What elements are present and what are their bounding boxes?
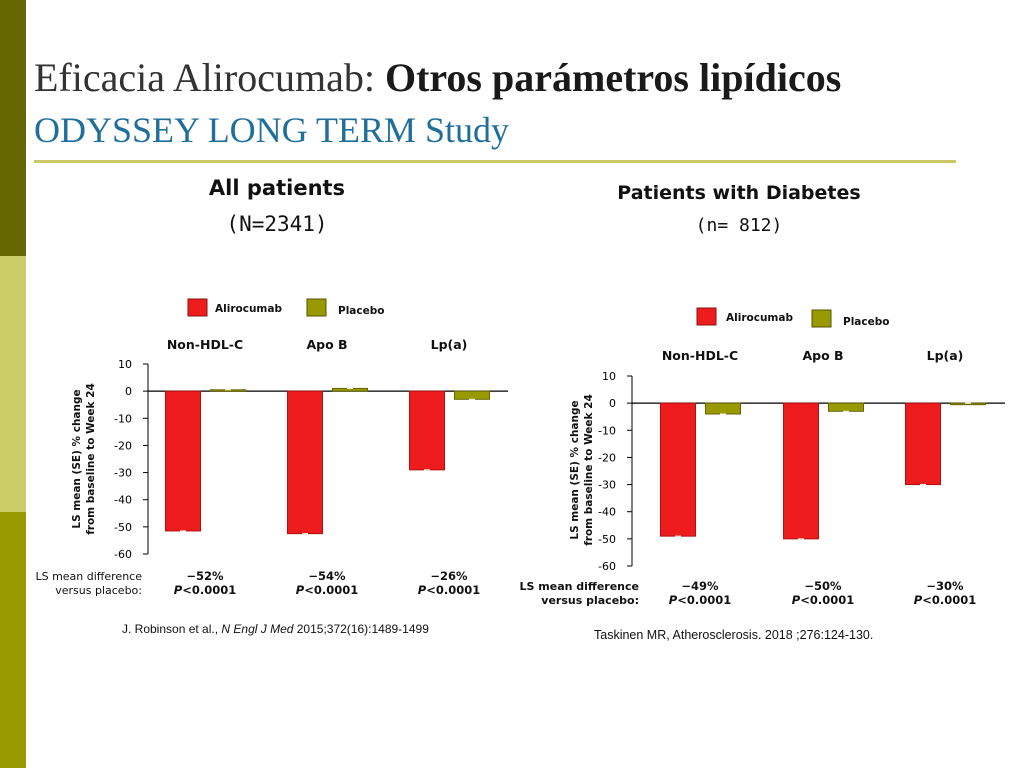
chart1-legend-label-alirocumab: Alirocumab xyxy=(726,312,793,324)
chart0-legend-swatch-alirocumab xyxy=(187,298,208,317)
chart1-p-value: P<0.0001 xyxy=(914,593,976,607)
sidebar-block-bottom xyxy=(0,512,26,768)
chart0-category-label: Apo B xyxy=(306,337,347,352)
chart0-category-label: Non-HDL-C xyxy=(167,337,243,352)
chart0-difference-value: −52% xyxy=(186,569,224,583)
citation-text-rest: 2015;372(16):1489-1499 xyxy=(293,622,429,636)
chart1-y-tick-label: -50 xyxy=(598,533,616,546)
chart1-difference-value: −30% xyxy=(926,579,964,593)
chart1-bar-alirocumab xyxy=(660,402,696,537)
chart1-difference-value: −49% xyxy=(681,579,719,593)
citation-text: Taskinen MR, Atherosclerosis. 2018 ;276:… xyxy=(594,628,874,642)
slide-title-regular: Eficacia Alirocumab: xyxy=(34,55,385,100)
chart0-y-tick-label: -30 xyxy=(114,467,132,480)
chart0-y-tick-label: -50 xyxy=(114,521,132,534)
chart0-y-tick-label: -60 xyxy=(114,548,132,561)
chart1-p-value: P<0.0001 xyxy=(669,593,731,607)
chart1-category-label: Lp(a) xyxy=(927,348,964,363)
panel-title: Patients with Diabetes xyxy=(617,182,861,204)
chart0-y-tick-label: -10 xyxy=(114,412,132,425)
chart0-y-tick-label: -40 xyxy=(114,494,132,507)
chart0-legend-label-alirocumab: Alirocumab xyxy=(215,303,282,315)
chart0-bar-placebo xyxy=(454,390,490,400)
chart0-bar-alirocumab xyxy=(165,390,201,532)
chart0-y-tick-label: 10 xyxy=(118,358,132,371)
chart1-difference-label: LS mean difference xyxy=(520,580,639,593)
chart1-category-label: Non-HDL-C xyxy=(662,348,738,363)
chart1-bar-alirocumab xyxy=(783,402,819,540)
chart0-difference-value: −26% xyxy=(430,569,468,583)
chart0-y-axis-label: from baseline to Week 24 xyxy=(85,383,97,535)
chart0-p-value: P<0.0001 xyxy=(174,583,236,597)
chart1-y-tick-label: -30 xyxy=(598,479,616,492)
chart1-y-tick-label: -20 xyxy=(598,451,616,464)
chart1-y-tick-label: 0 xyxy=(609,397,616,410)
chart0-y-tick-label: -20 xyxy=(114,439,132,452)
chart0-y-axis-label: LS mean (SE) % change xyxy=(71,389,83,528)
chart0-difference-label: LS mean difference xyxy=(35,570,142,583)
sidebar-block-middle xyxy=(0,256,26,512)
chart1-y-axis-label: from baseline to Week 24 xyxy=(583,394,595,546)
chart1-bar-placebo xyxy=(705,402,741,415)
slide-title-bold: Otros parámetros lipídicos xyxy=(384,55,842,100)
chart0-difference-value: −54% xyxy=(308,569,346,583)
chart1-y-axis-label: LS mean (SE) % change xyxy=(569,400,581,539)
chart0-difference-label: versus placebo: xyxy=(55,584,142,597)
chart1-bar-placebo xyxy=(828,402,864,412)
chart1-legend-label-placebo: Placebo xyxy=(843,316,889,328)
chart1-difference-value: −50% xyxy=(804,579,842,593)
citation-journal: N Engl J Med xyxy=(221,622,294,636)
citation-text: J. Robinson et al., xyxy=(122,622,222,636)
chart1-y-tick-label: -60 xyxy=(598,560,616,573)
panel-n-label: (N=2341) xyxy=(226,212,328,236)
citation-diabetes: Taskinen MR, Atherosclerosis. 2018 ;276:… xyxy=(594,628,873,642)
chart1-y-tick-label: 10 xyxy=(602,370,616,383)
chart1-difference-label: versus placebo: xyxy=(541,594,639,607)
panel-header-all-patients: All patients (N=2341) xyxy=(177,174,377,239)
slide-subtitle: ODYSSEY LONG TERM Study xyxy=(34,110,510,150)
chart0-bar-alirocumab xyxy=(287,390,323,535)
chart0-y-tick-label: 0 xyxy=(125,385,132,398)
chart1-legend-swatch-placebo xyxy=(811,309,832,328)
chart0-legend-label-placebo: Placebo xyxy=(338,305,384,317)
chart0-bar-alirocumab xyxy=(409,390,445,471)
chart1-legend-swatch-alirocumab xyxy=(696,307,717,326)
sidebar-block-top xyxy=(0,0,26,256)
chart0-p-value: P<0.0001 xyxy=(418,583,480,597)
chart1-p-value: P<0.0001 xyxy=(792,593,854,607)
chart0-legend-swatch-placebo xyxy=(306,298,327,317)
panel-n-label: (n= 812) xyxy=(695,215,783,236)
chart1-y-tick-label: -10 xyxy=(598,424,616,437)
chart1-y-tick-label: -40 xyxy=(598,506,616,519)
panel-header-diabetes: Patients with Diabetes (n= 812) xyxy=(569,180,909,240)
chart0-p-value: P<0.0001 xyxy=(296,583,358,597)
chart1-bar-alirocumab xyxy=(905,402,941,486)
sidebar-decoration xyxy=(0,0,26,768)
slide-title: Eficacia Alirocumab: Otros parámetros li… xyxy=(34,56,841,100)
citation-all-patients: J. Robinson et al., N Engl J Med 2015;37… xyxy=(122,622,429,636)
panel-title: All patients xyxy=(208,176,346,200)
title-divider xyxy=(34,160,956,163)
chart1-category-label: Apo B xyxy=(802,348,843,363)
chart0-category-label: Lp(a) xyxy=(431,337,468,352)
